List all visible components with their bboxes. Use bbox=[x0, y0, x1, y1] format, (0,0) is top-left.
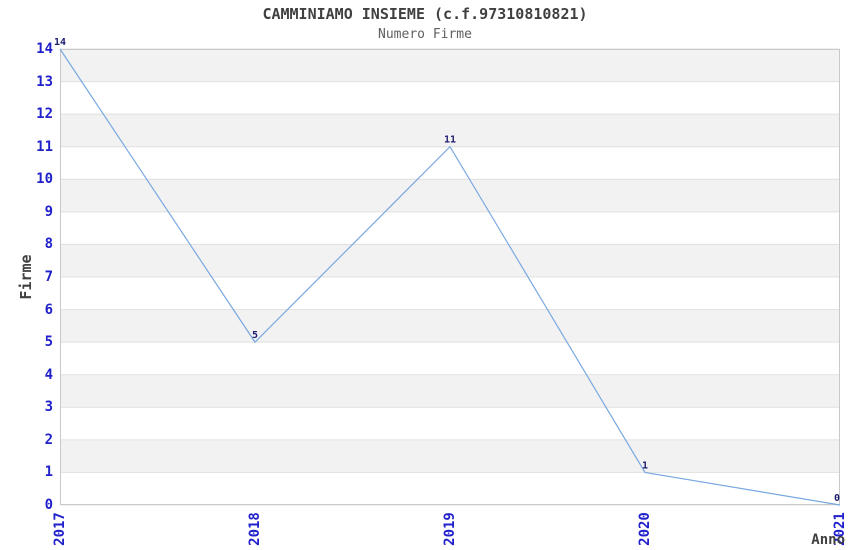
x-tick-label: 2019 bbox=[442, 512, 458, 546]
grid-band bbox=[60, 114, 840, 147]
y-tick-label: 6 bbox=[44, 301, 53, 318]
grid-band bbox=[60, 179, 840, 212]
y-tick-label: 3 bbox=[44, 399, 53, 416]
data-point-label: 1 bbox=[642, 460, 648, 471]
grid-band bbox=[60, 244, 840, 277]
y-tick-label: 13 bbox=[36, 73, 53, 90]
grid-band bbox=[60, 439, 840, 473]
x-tick-label: 2018 bbox=[247, 512, 263, 546]
grid-band bbox=[60, 374, 840, 408]
x-axis-title: Anno bbox=[811, 532, 845, 548]
y-tick-label: 12 bbox=[36, 106, 53, 123]
y-tick-label: 9 bbox=[44, 203, 53, 220]
chart-title: CAMMINIAMO INSIEME (c.f.97310810821) bbox=[262, 5, 588, 23]
data-point-label: 0 bbox=[834, 493, 840, 504]
y-tick-label: 11 bbox=[36, 138, 53, 155]
y-tick-label: 2 bbox=[44, 431, 53, 448]
data-point-label: 5 bbox=[252, 330, 258, 341]
y-tick-label: 10 bbox=[36, 171, 53, 188]
y-tick-label: 14 bbox=[36, 41, 53, 57]
x-tick-label: 2020 bbox=[637, 512, 653, 546]
grid-band bbox=[60, 309, 840, 343]
y-tick-label: 7 bbox=[44, 269, 53, 285]
y-tick-label: 0 bbox=[44, 497, 53, 513]
y-tick-label: 1 bbox=[44, 464, 53, 481]
y-tick-label: 4 bbox=[44, 366, 53, 383]
grid-band bbox=[60, 49, 840, 82]
x-tick-label: 2017 bbox=[52, 512, 68, 546]
series-line bbox=[59, 48, 841, 506]
chart-subtitle: Numero Firme bbox=[378, 27, 472, 42]
data-point-label: 14 bbox=[54, 37, 66, 48]
y-tick-label: 8 bbox=[44, 236, 53, 253]
y-axis-title: Firme bbox=[17, 254, 35, 300]
data-point-label: 11 bbox=[444, 135, 456, 146]
y-tick-label: 5 bbox=[44, 334, 53, 351]
plot-border bbox=[60, 49, 840, 505]
